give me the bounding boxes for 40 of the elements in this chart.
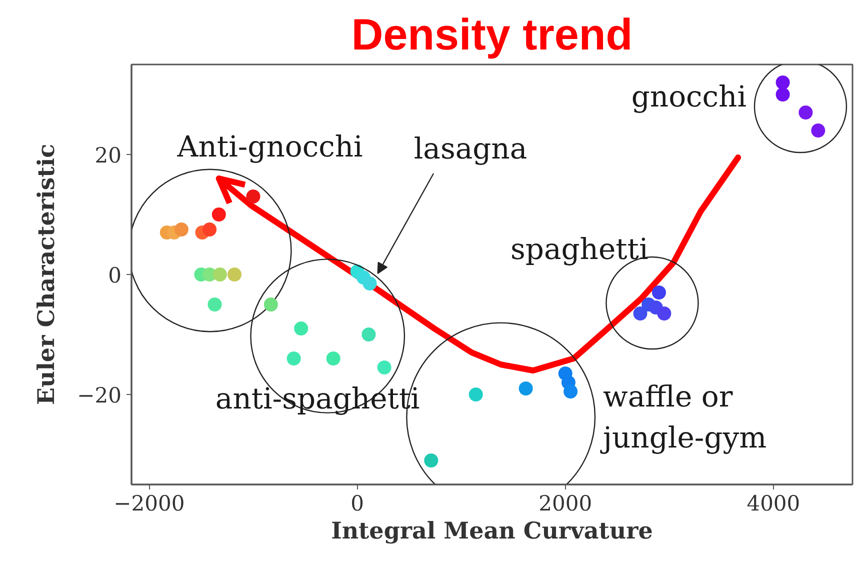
point: [212, 268, 227, 282]
point: [657, 306, 672, 320]
point: [468, 388, 483, 402]
point: [377, 360, 392, 374]
y-tick-label: 0: [108, 264, 122, 288]
point: [652, 286, 666, 300]
series-label: Anti-gnocchi: [176, 129, 363, 164]
series-label: gnocchi: [631, 80, 746, 114]
y-tick-label: 20: [94, 144, 122, 168]
x-tick-label: 4000: [746, 492, 800, 516]
point: [286, 352, 301, 366]
x-tick-label: −2000: [114, 492, 185, 516]
point: [228, 268, 242, 282]
point: [326, 352, 340, 366]
point: [633, 306, 648, 320]
y-axis-title: Euler Characteristic: [33, 144, 60, 406]
x-axis-title: Integral Mean Curvature: [331, 518, 653, 544]
point: [174, 222, 188, 236]
point: [202, 222, 217, 236]
point: [798, 106, 813, 120]
text: Density trend: [351, 10, 633, 60]
point: [246, 190, 260, 204]
point: [424, 454, 438, 468]
point: [776, 88, 790, 102]
point: [776, 76, 790, 90]
point: [294, 322, 308, 336]
point: [208, 298, 222, 312]
x-tick-label: 2000: [538, 492, 592, 516]
point: [362, 276, 377, 290]
point: [362, 328, 376, 342]
point: [564, 384, 578, 398]
point: [264, 298, 278, 312]
text: lasagna: [414, 132, 528, 166]
series-label: spaghetti: [510, 232, 648, 266]
y-tick-label: −20: [77, 384, 122, 408]
point: [518, 382, 533, 396]
x-tick-label: 0: [350, 492, 364, 516]
series-label: waffle or jungle-gym: [600, 380, 767, 454]
point: [212, 208, 226, 222]
point: [811, 124, 826, 138]
